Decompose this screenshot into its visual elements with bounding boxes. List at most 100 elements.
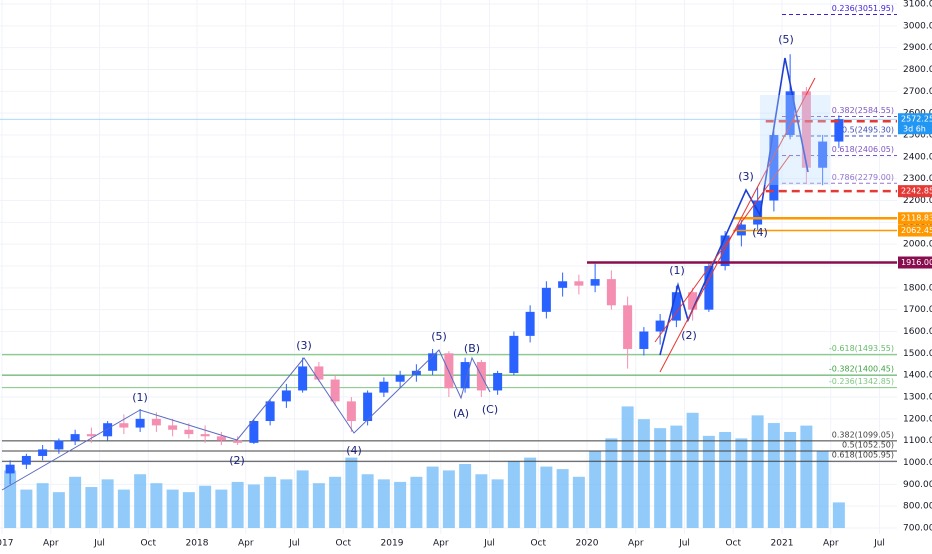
volume-bar bbox=[491, 479, 504, 528]
x-tick-label: Jul bbox=[93, 539, 105, 549]
candle-body bbox=[379, 381, 389, 393]
wave-label: (A) bbox=[453, 407, 469, 420]
price-tag-label: 2062.45 bbox=[901, 226, 932, 235]
candle-body bbox=[330, 379, 340, 402]
volume-bar bbox=[69, 476, 82, 528]
wave-label: (4) bbox=[752, 226, 768, 239]
candle-body bbox=[818, 141, 828, 168]
candle-body bbox=[509, 335, 519, 373]
y-tick-label: 1200.00 bbox=[903, 414, 932, 424]
y-tick-label: 3100.00 bbox=[903, 0, 932, 10]
y-tick-label: 2300.00 bbox=[903, 174, 932, 184]
volume-bar bbox=[751, 415, 764, 528]
candle-body bbox=[103, 423, 113, 437]
x-tick-label: Oct bbox=[335, 539, 351, 549]
fib-label: -0.618(1493.55) bbox=[829, 344, 894, 353]
volume-bar bbox=[507, 461, 520, 528]
y-tick-label: 1600.00 bbox=[903, 327, 932, 337]
candle-body bbox=[753, 200, 763, 225]
volume-bar bbox=[816, 451, 829, 528]
channel-line bbox=[654, 154, 791, 343]
fib-label: 0.786(2279.00) bbox=[832, 173, 894, 182]
candle-body bbox=[834, 119, 844, 142]
volume-bar bbox=[556, 469, 569, 528]
candle-body bbox=[200, 434, 210, 437]
candle-body bbox=[558, 281, 568, 288]
volume-bar bbox=[475, 474, 488, 528]
x-tick-label: 2017 bbox=[0, 539, 13, 549]
fib-label: -0.236(1342.85) bbox=[829, 377, 894, 386]
last-price-label: 2572.25 bbox=[901, 115, 932, 124]
price-tag bbox=[898, 256, 932, 269]
volume-bar bbox=[231, 481, 244, 528]
y-tick-label: 1000.00 bbox=[903, 458, 932, 468]
y-tick-label: 1800.00 bbox=[903, 283, 932, 293]
y-tick-label: 800.00 bbox=[903, 502, 932, 512]
y-tick-label: 1300.00 bbox=[903, 393, 932, 403]
volume-bar bbox=[784, 432, 797, 528]
x-tick-label: 2021 bbox=[771, 539, 794, 549]
volume-bar bbox=[296, 470, 309, 528]
volume-bar bbox=[524, 457, 537, 528]
price-tag-label: 2242.85 bbox=[901, 187, 932, 196]
wave-label: (2) bbox=[229, 454, 245, 467]
volume-bar bbox=[361, 474, 374, 528]
candle-body bbox=[216, 436, 226, 441]
volume-bar bbox=[686, 412, 699, 528]
x-tick-label: Oct bbox=[530, 539, 546, 549]
volume-bar bbox=[572, 476, 585, 528]
volume-bar bbox=[215, 489, 228, 528]
x-tick-label: 2018 bbox=[186, 539, 209, 549]
volume-bar bbox=[442, 470, 455, 528]
volume-bar bbox=[832, 502, 845, 528]
candle-body bbox=[265, 401, 275, 422]
candle-body bbox=[655, 320, 665, 332]
channel-line bbox=[659, 77, 816, 373]
fib-label: 0.382(1099.05) bbox=[832, 430, 894, 439]
candle-body bbox=[168, 425, 178, 430]
candle-body bbox=[428, 353, 438, 371]
candle-body bbox=[119, 423, 129, 428]
candle-body bbox=[623, 305, 633, 349]
volume-bar bbox=[605, 438, 618, 528]
candle-body bbox=[346, 401, 356, 422]
candle-body bbox=[411, 370, 421, 376]
wave-label: (B) bbox=[464, 342, 480, 355]
x-tick-label: Jul bbox=[678, 539, 690, 549]
candle-body bbox=[541, 287, 551, 312]
y-tick-label: 2900.00 bbox=[903, 43, 932, 53]
volume-bar bbox=[280, 479, 293, 528]
x-tick-label: Jul bbox=[288, 539, 300, 549]
wave-label: (C) bbox=[482, 403, 498, 416]
last-price-tag bbox=[898, 113, 932, 135]
candle-body bbox=[671, 292, 681, 321]
volume-bar bbox=[345, 457, 358, 528]
volume-bar bbox=[329, 476, 342, 528]
wave-label: (5) bbox=[431, 330, 447, 343]
candle-body bbox=[135, 418, 145, 428]
volume-bar bbox=[654, 428, 667, 528]
volume-bar bbox=[150, 483, 163, 528]
candle-body bbox=[590, 279, 600, 286]
y-tick-label: 900.00 bbox=[903, 480, 932, 490]
volume-bar bbox=[394, 481, 407, 528]
x-tick-label: 2019 bbox=[381, 539, 404, 549]
countdown-label: 3d 6h bbox=[903, 125, 926, 134]
candle-body bbox=[720, 235, 730, 266]
wave-label: (3) bbox=[296, 339, 312, 352]
time-axis bbox=[0, 536, 897, 550]
y-tick-label: 1100.00 bbox=[903, 436, 932, 446]
candle-body bbox=[639, 331, 649, 349]
candle-body bbox=[281, 390, 291, 402]
volume-bar bbox=[264, 476, 277, 528]
candle-body bbox=[395, 375, 405, 382]
candle-body bbox=[298, 366, 308, 391]
x-tick-label: 2020 bbox=[576, 539, 599, 549]
candle-body bbox=[233, 440, 243, 443]
volume-bar bbox=[117, 489, 130, 528]
y-tick-label: 2200.00 bbox=[903, 196, 932, 206]
fib-label: 0.236(3051.95) bbox=[832, 4, 894, 13]
x-tick-label: Apr bbox=[433, 539, 449, 549]
x-tick-label: Apr bbox=[43, 539, 59, 549]
volume-bar bbox=[540, 466, 553, 528]
